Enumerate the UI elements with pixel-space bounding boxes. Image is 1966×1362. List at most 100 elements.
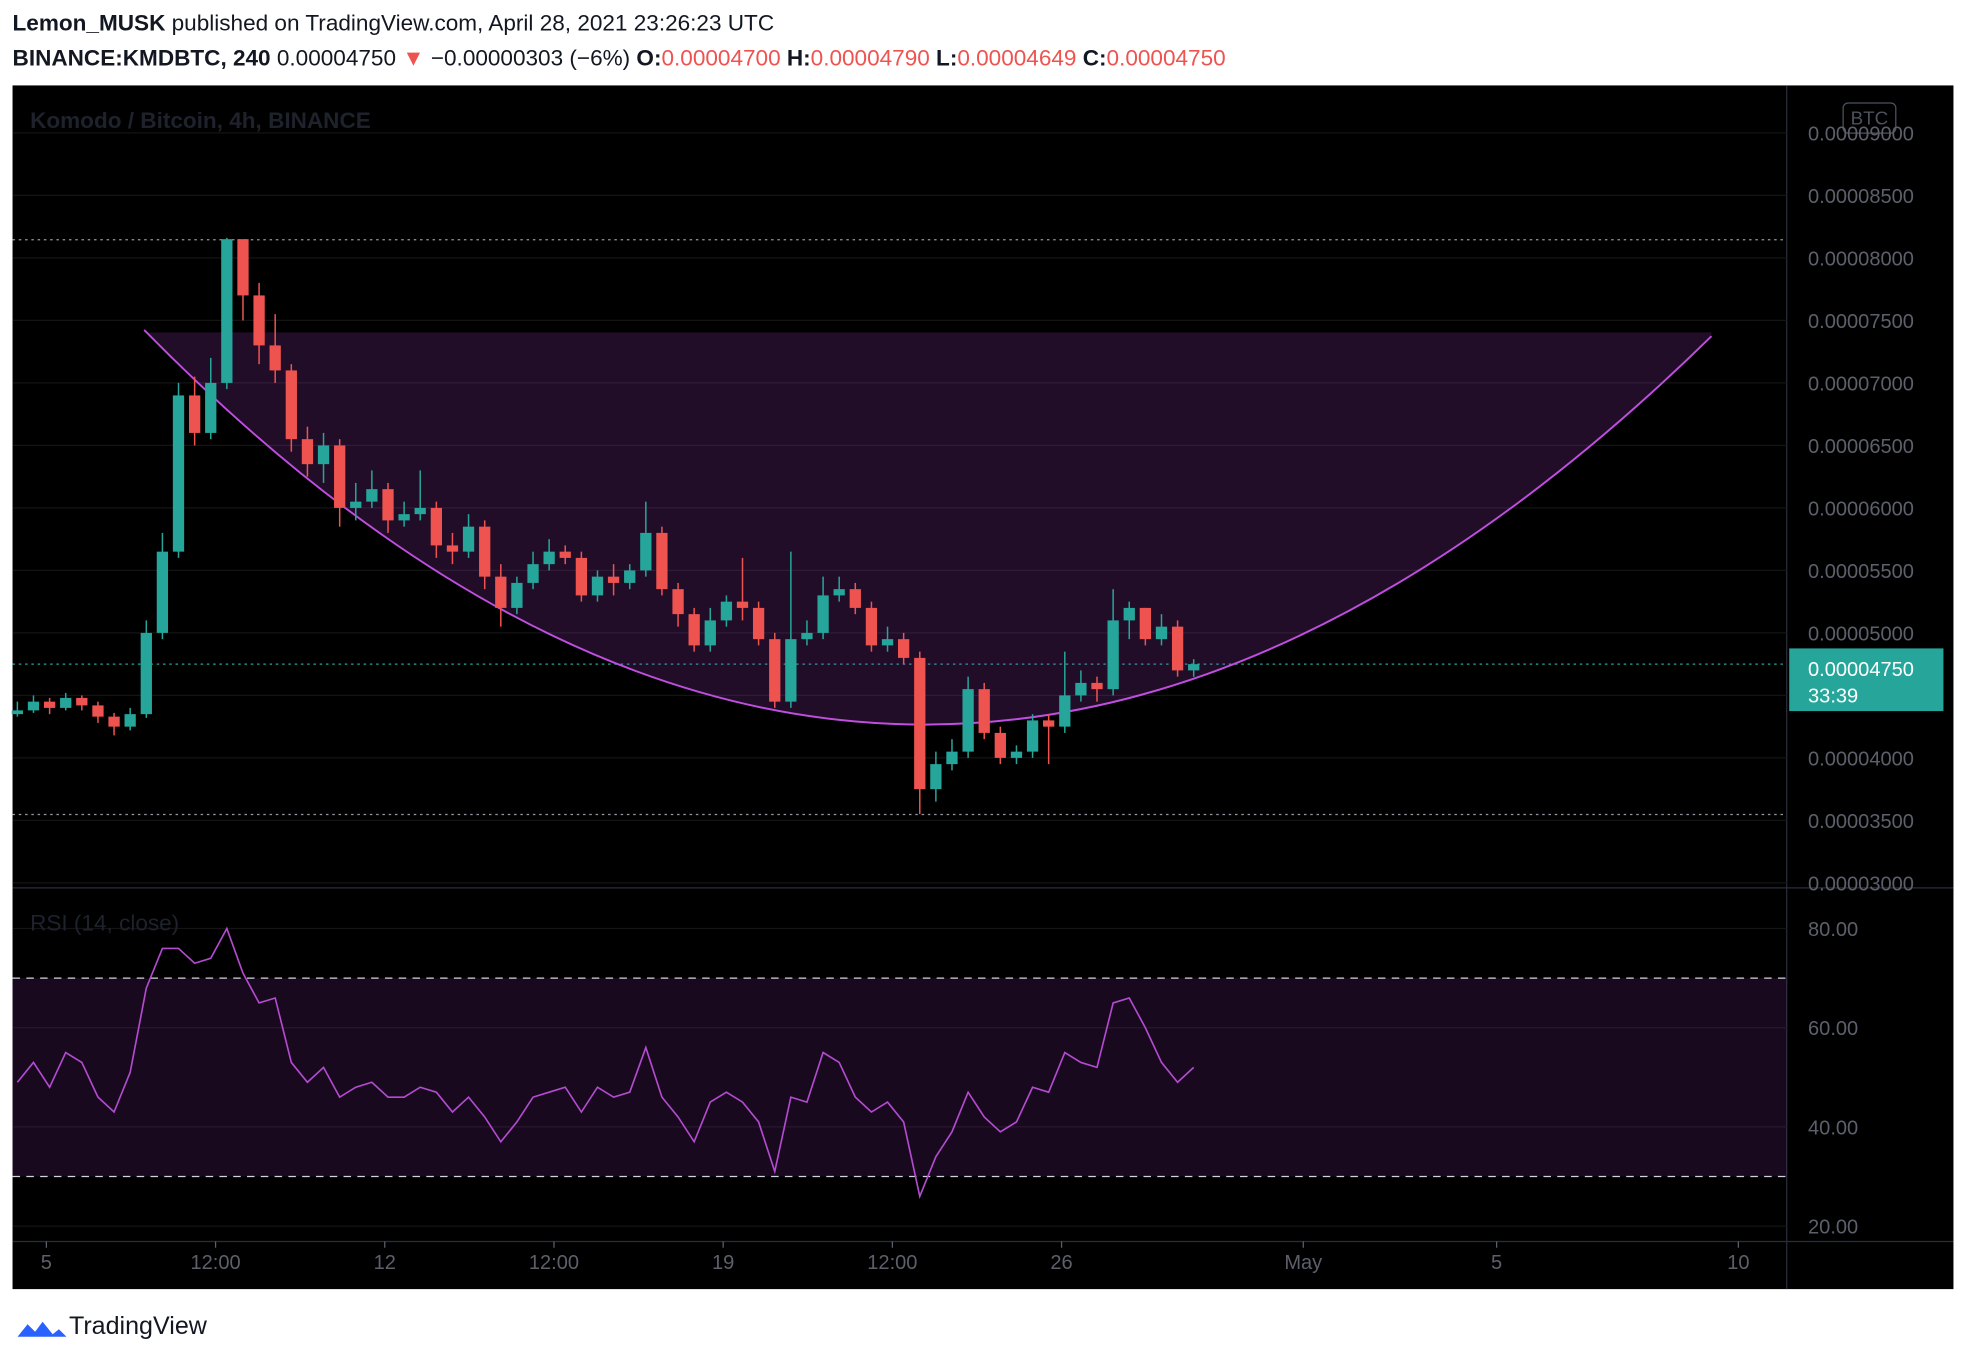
candle-body bbox=[269, 345, 281, 371]
chart-background bbox=[12, 85, 1954, 1290]
candle-body bbox=[1139, 607, 1151, 640]
x-tick-label: 12:00 bbox=[867, 1252, 917, 1274]
pane-title: Komodo / Bitcoin, 4h, BINANCE bbox=[30, 108, 371, 133]
header-line-2: BINANCE:KMDBTC, 240 0.00004750 ▼ −0.0000… bbox=[13, 45, 1226, 70]
candle-body bbox=[189, 395, 201, 433]
candle-body bbox=[172, 395, 185, 552]
candle-body bbox=[462, 526, 475, 552]
author: Lemon_MUSK bbox=[13, 10, 167, 35]
candle-body bbox=[978, 689, 990, 733]
candle-body bbox=[495, 576, 507, 608]
candle-body bbox=[140, 632, 152, 715]
currency-badge bbox=[1842, 102, 1897, 134]
change: −0.00000303 (−6%) bbox=[431, 45, 630, 70]
candle-body bbox=[60, 697, 72, 708]
y-tick-label: 20.00 bbox=[1808, 1217, 1858, 1239]
arrow: ▼ bbox=[402, 45, 424, 70]
c-value: 0.00004750 bbox=[1107, 45, 1226, 70]
x-tick-label: May bbox=[1284, 1252, 1322, 1274]
y-tick-label: 0.00004000 bbox=[1808, 748, 1914, 770]
candle-body bbox=[849, 589, 861, 608]
candle-body bbox=[527, 564, 539, 583]
candle-body bbox=[736, 601, 749, 608]
o-label: O: bbox=[636, 45, 661, 70]
candle-body bbox=[672, 589, 684, 615]
x-tick-label: 12:00 bbox=[529, 1252, 579, 1274]
tv-logo bbox=[17, 1321, 67, 1337]
candle-body bbox=[350, 501, 362, 508]
candle-body bbox=[704, 620, 716, 646]
candle-body bbox=[785, 639, 797, 702]
published: published on TradingView.com, April 28, … bbox=[172, 10, 774, 35]
candle-body bbox=[11, 710, 24, 715]
candle-body bbox=[624, 570, 636, 583]
candle-body bbox=[817, 595, 829, 633]
x-tick-label: 5 bbox=[41, 1252, 52, 1274]
candle-body bbox=[543, 551, 555, 565]
y-tick-label: 0.00006000 bbox=[1808, 498, 1914, 520]
candle-body bbox=[801, 632, 813, 640]
candle-body bbox=[897, 639, 910, 658]
candle-body bbox=[559, 551, 571, 558]
countdown: 33:39 bbox=[1808, 685, 1858, 707]
candle-body bbox=[1043, 720, 1055, 727]
candle-body bbox=[656, 532, 668, 590]
candle-body bbox=[317, 445, 330, 465]
candle-body bbox=[688, 614, 700, 646]
candle-body bbox=[43, 701, 56, 708]
rsi-band bbox=[12, 978, 1787, 1177]
y-tick-label: 0.00007000 bbox=[1808, 373, 1914, 395]
candle-body bbox=[1155, 626, 1168, 640]
candle-body bbox=[1107, 620, 1119, 690]
candle-body bbox=[430, 507, 442, 546]
candle-body bbox=[1188, 664, 1200, 671]
candle-body bbox=[914, 657, 926, 790]
y-tick-label: 0.00008500 bbox=[1808, 186, 1914, 208]
candle-body bbox=[865, 607, 878, 646]
y-tick-label: 0.00005500 bbox=[1808, 561, 1914, 583]
candle-body bbox=[1171, 626, 1184, 671]
x-tick-label: 12 bbox=[374, 1252, 396, 1274]
candle-body bbox=[237, 239, 249, 296]
candle-body bbox=[1026, 720, 1039, 752]
candle-body bbox=[1075, 682, 1087, 696]
y-tick-label: 60.00 bbox=[1808, 1018, 1858, 1040]
last-price-label: 0.00004750 bbox=[1808, 659, 1914, 681]
candle-body bbox=[946, 751, 958, 765]
candle-body bbox=[1123, 607, 1135, 621]
candle-body bbox=[334, 445, 346, 508]
last-price-box bbox=[1789, 648, 1944, 712]
candle-body bbox=[930, 764, 942, 790]
y-tick-label: 0.00005000 bbox=[1808, 623, 1914, 645]
candle-body bbox=[285, 370, 297, 440]
currency: BTC bbox=[1851, 107, 1889, 128]
x-tick-label: 19 bbox=[712, 1252, 734, 1274]
y-tick-label: 0.00009000 bbox=[1808, 123, 1914, 145]
y-tick-label: 40.00 bbox=[1808, 1117, 1858, 1139]
candle-body bbox=[881, 639, 894, 646]
candle-body bbox=[575, 557, 588, 596]
x-tick-label: 5 bbox=[1491, 1252, 1502, 1274]
h-label: H: bbox=[787, 45, 811, 70]
candle-body bbox=[833, 589, 845, 596]
candle-body bbox=[607, 576, 620, 583]
candle-body bbox=[752, 607, 765, 640]
candle-body bbox=[398, 514, 410, 521]
o-value: 0.00004700 bbox=[661, 45, 780, 70]
candle-body bbox=[591, 576, 604, 596]
y-tick-label: 0.00008000 bbox=[1808, 248, 1914, 270]
x-tick-label: 10 bbox=[1727, 1252, 1749, 1274]
candle-body bbox=[253, 295, 265, 346]
candle-body bbox=[382, 489, 394, 521]
candle-body bbox=[221, 239, 233, 383]
candle-body bbox=[414, 507, 426, 515]
y-tick-label: 0.00003000 bbox=[1808, 873, 1914, 895]
y-tick-label: 0.00003500 bbox=[1808, 811, 1914, 833]
candle-body bbox=[511, 582, 523, 608]
candle-body bbox=[27, 701, 40, 711]
candle-body bbox=[76, 697, 88, 706]
y-tick-label: 0.00007500 bbox=[1808, 311, 1914, 333]
candle-body bbox=[108, 716, 120, 727]
header-line-1: Lemon_MUSK published on TradingView.com,… bbox=[13, 10, 775, 35]
